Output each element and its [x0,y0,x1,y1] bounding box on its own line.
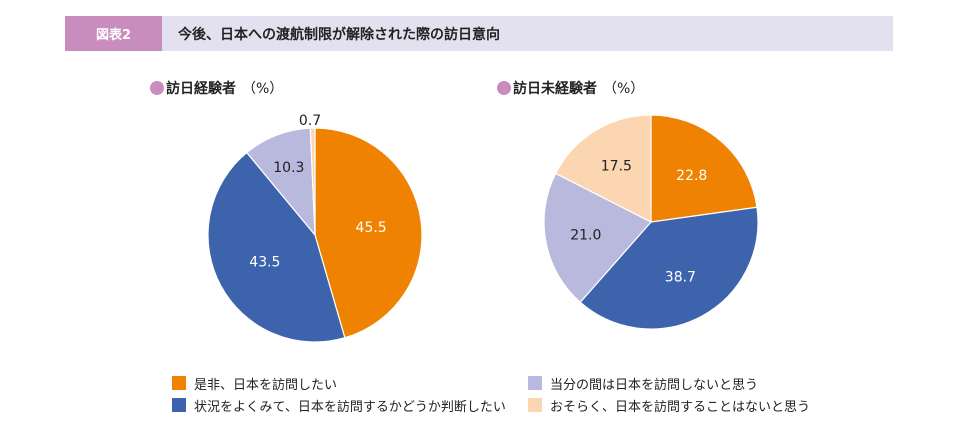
legend-right: 当分の間は日本を訪問しないと思う おそらく、日本を訪問することはないと思う [528,372,810,416]
legend-swatch [172,398,186,412]
legend-swatch [528,376,542,390]
pie-slice [579,206,759,330]
pie-data-label: 43.5 [249,255,280,271]
pie-data-label: 38.7 [665,270,696,286]
legend-item: おそらく、日本を訪問することはないと思う [528,394,810,416]
legend-label: 当分の間は日本を訪問しないと思う [550,377,759,393]
chart-title-text: 訪日未経験者 [513,81,597,97]
pie-slice [554,114,652,223]
pie-slice [207,151,346,343]
chart-title-text: 訪日経験者 [166,81,236,97]
chart-unit: （%） [603,81,645,97]
chart-unit: （%） [242,81,284,97]
legend-label: 状況をよくみて、日本を訪問するかどうか判断したい [194,399,506,415]
legend-item: 是非、日本を訪問したい [172,372,506,394]
pie-data-label: 0.7 [299,113,321,129]
pie-data-label: 21.0 [570,227,601,243]
bullet-dot-icon [497,81,511,95]
figure-header: 図表2 今後、日本への渡航制限が解除された際の訪日意向 [65,16,893,51]
chart-title-experienced: 訪日経験者 （%） [150,78,283,98]
pie-data-label: 45.5 [356,220,387,236]
legend-swatch [172,376,186,390]
pie-slice [314,127,423,339]
pie-data-label: 17.5 [601,158,632,174]
pie-slice [543,172,652,304]
legend-item: 当分の間は日本を訪問しないと思う [528,372,810,394]
pie-slice [309,127,316,236]
figure-title: 今後、日本への渡航制限が解除された際の訪日意向 [178,26,500,43]
legend-item: 状況をよくみて、日本を訪問するかどうか判断したい [172,394,506,416]
pie-data-label: 10.3 [273,160,304,176]
legend-label: 是非、日本を訪問したい [194,377,338,393]
legend-swatch [528,398,542,412]
legend-left: 是非、日本を訪問したい 状況をよくみて、日本を訪問するかどうか判断したい [172,372,506,416]
chart-title-inexperienced: 訪日未経験者 （%） [497,78,644,98]
figure-label: 図表2 [65,16,162,51]
legend-label: おそらく、日本を訪問することはないと思う [550,399,811,415]
pie-slice [245,127,316,237]
pie-slice [650,114,758,223]
pie-data-label: 22.8 [676,168,707,184]
bullet-dot-icon [150,81,164,95]
